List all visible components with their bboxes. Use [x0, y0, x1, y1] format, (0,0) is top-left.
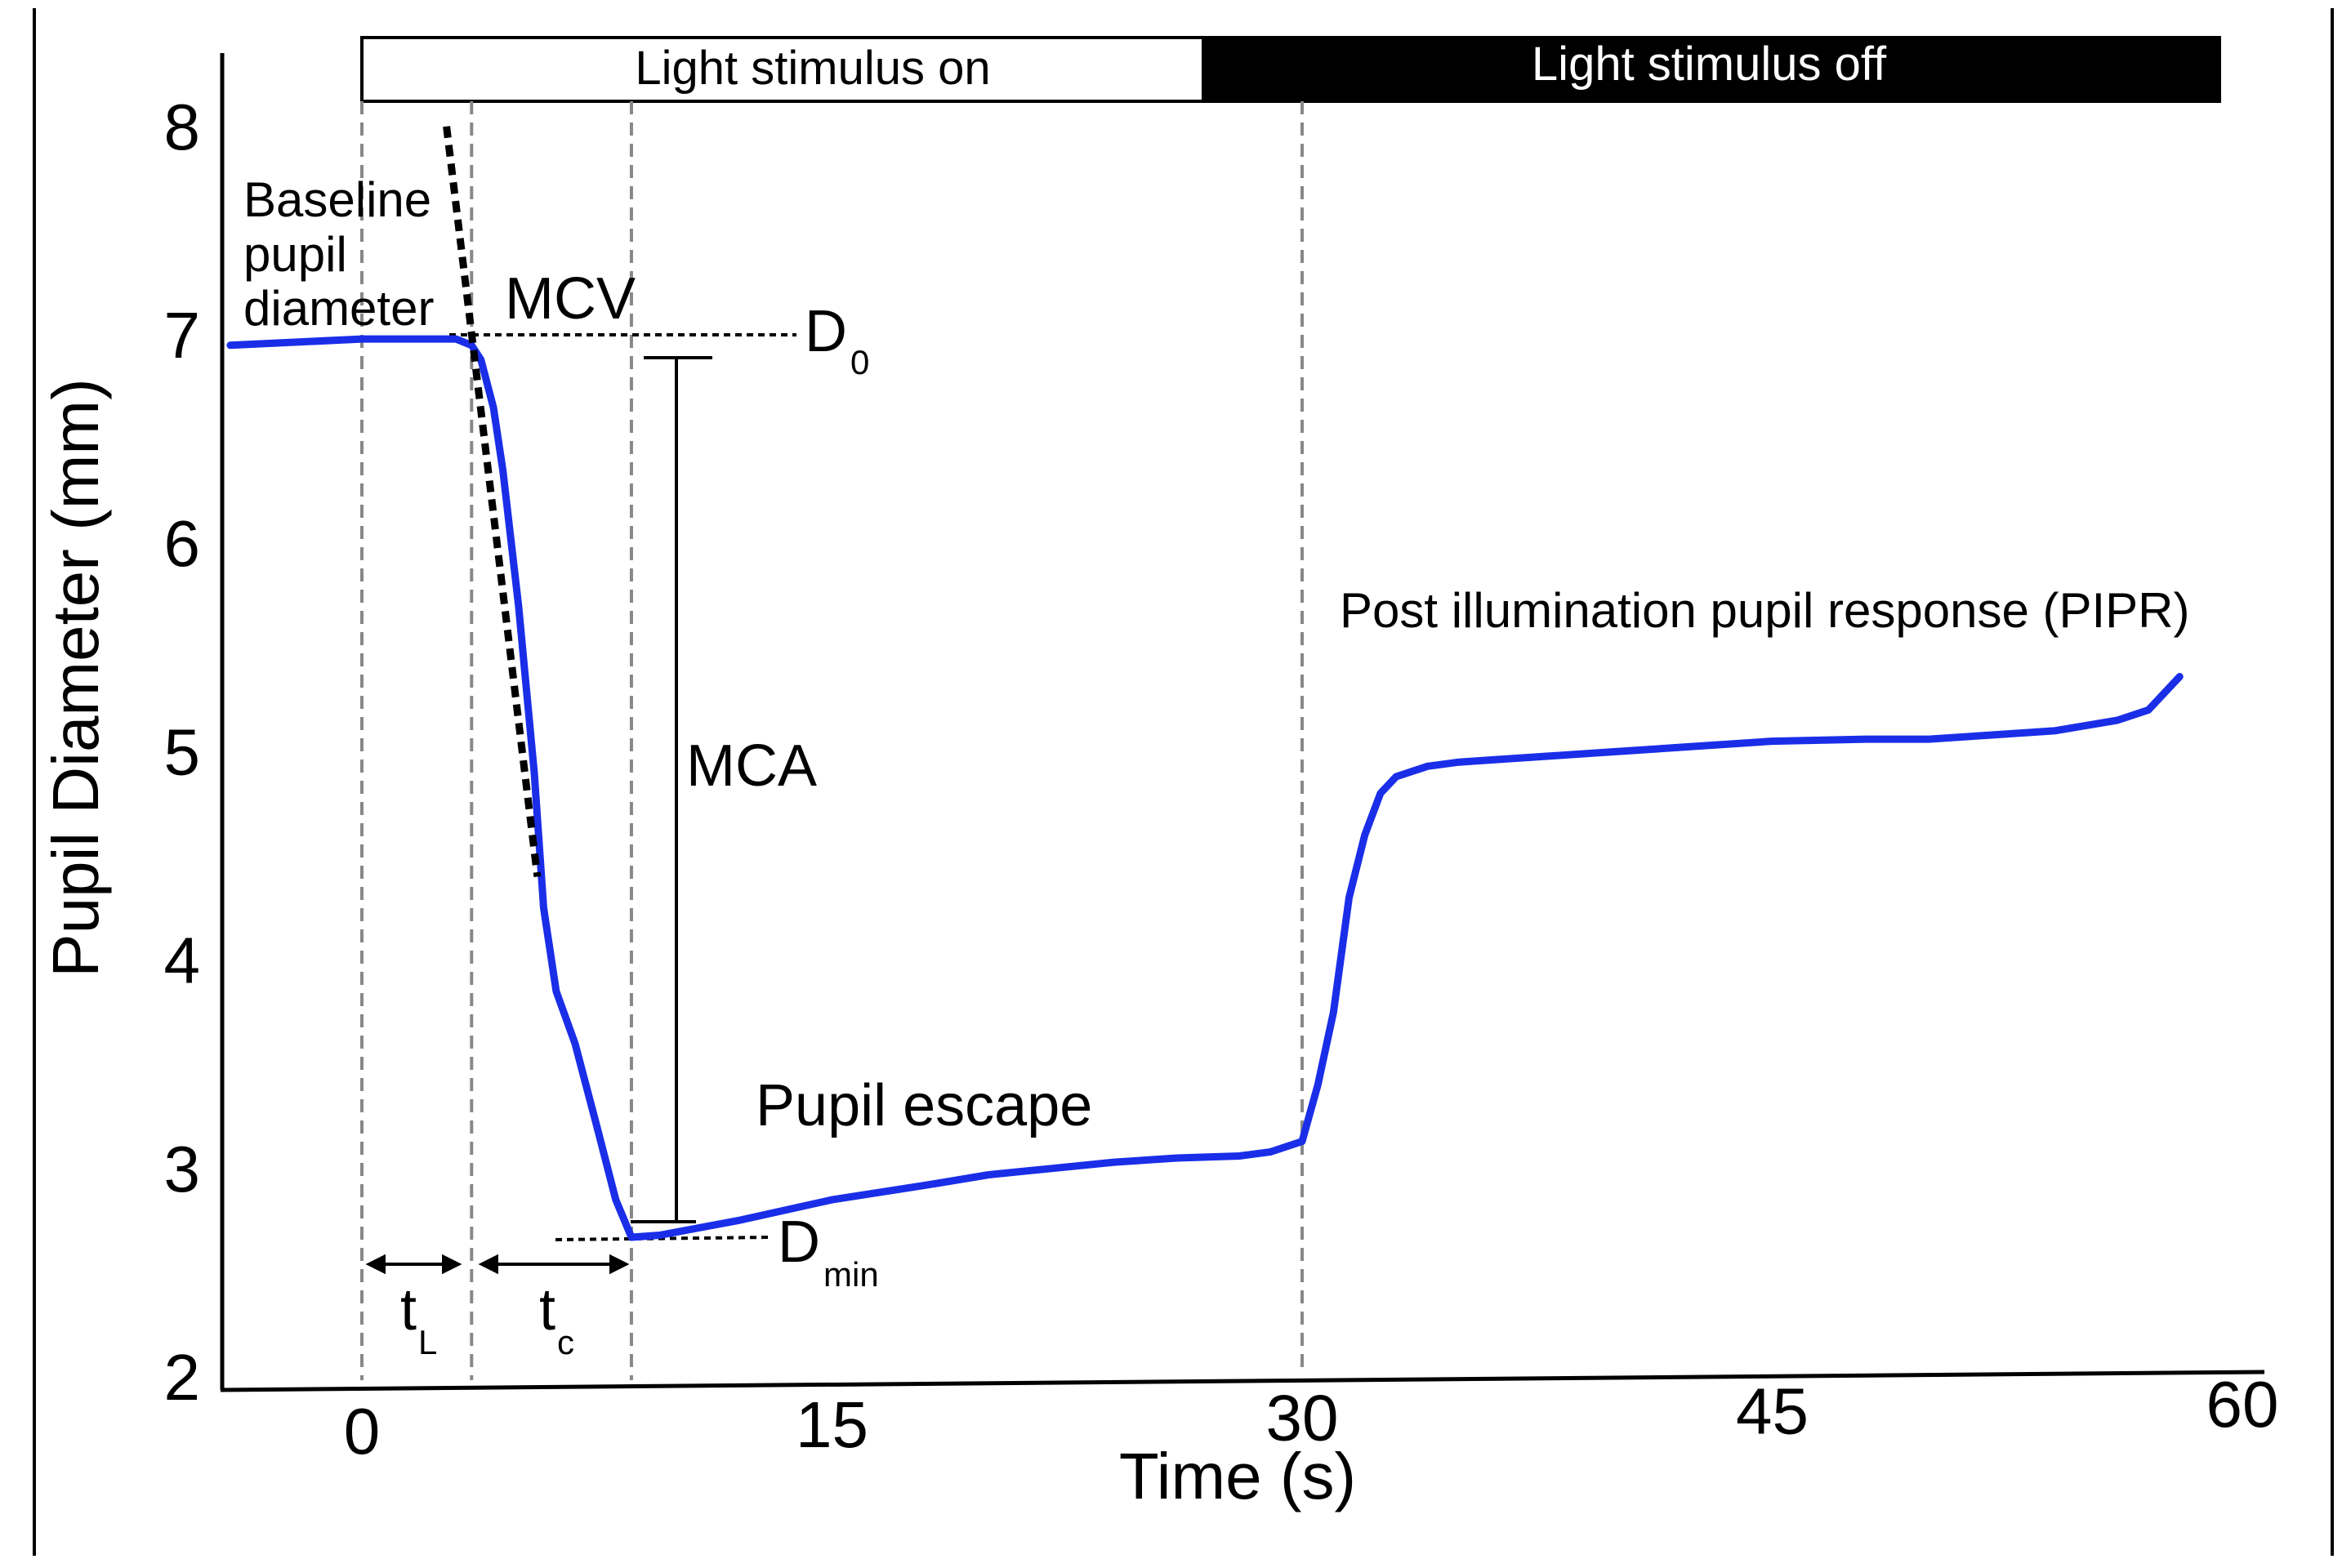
- y-tick-label: 8: [164, 91, 201, 163]
- x-tick-label: 0: [344, 1395, 381, 1468]
- mca-bracket: [631, 356, 712, 1223]
- mcv-label: MCV: [505, 266, 636, 332]
- dmin-label: Dmin: [778, 1209, 879, 1294]
- dmin-dotted-line: [555, 1236, 773, 1241]
- mca-label: MCA: [686, 733, 817, 799]
- y-tick-label: 4: [164, 924, 201, 997]
- vertical-guides: [360, 101, 1304, 1380]
- x-tick-labels: 0 15 30 45 60: [344, 1368, 2279, 1468]
- tc-label: tc: [539, 1277, 574, 1361]
- baseline-label-line1: Baseline: [243, 172, 431, 227]
- constriction-time-arrow: [478, 1254, 630, 1275]
- baseline-label-line3: diameter: [243, 281, 434, 336]
- x-tick-label: 15: [796, 1388, 868, 1461]
- x-axis-line: [220, 1370, 2265, 1392]
- y-tick-label: 6: [164, 507, 201, 580]
- y-tick-label: 2: [164, 1341, 201, 1414]
- mcv-dotted-slope-line: [443, 126, 542, 878]
- y-tick-labels: 2 3 4 5 6 7 8: [164, 91, 201, 1414]
- x-axis-title: Time (s): [1119, 1440, 1356, 1512]
- y-tick-label: 7: [164, 299, 201, 372]
- x-tick-label: 60: [2206, 1368, 2279, 1441]
- y-tick-label: 3: [164, 1133, 201, 1205]
- baseline-label-line2: pupil: [243, 227, 347, 282]
- x-tick-label: 45: [1736, 1374, 1809, 1447]
- y-axis-title: Pupil Diameter (mm): [39, 378, 112, 977]
- tl-label: tL: [400, 1277, 437, 1361]
- stimulus-off-bar: [1202, 36, 2221, 103]
- stimulus-off-label: Light stimulus off: [1532, 38, 1887, 91]
- pupil-diameter-curve: [226, 335, 2184, 1241]
- y-tick-label: 5: [164, 715, 201, 788]
- latency-arrow: [365, 1254, 462, 1275]
- d0-label: D0: [805, 299, 869, 381]
- pipr-label: Post illumination pupil response (PIPR): [1340, 583, 2189, 638]
- pupil-escape-label: Pupil escape: [756, 1073, 1092, 1138]
- stimulus-on-label: Light stimulus on: [635, 42, 990, 95]
- x-tick-label: 30: [1266, 1382, 1339, 1454]
